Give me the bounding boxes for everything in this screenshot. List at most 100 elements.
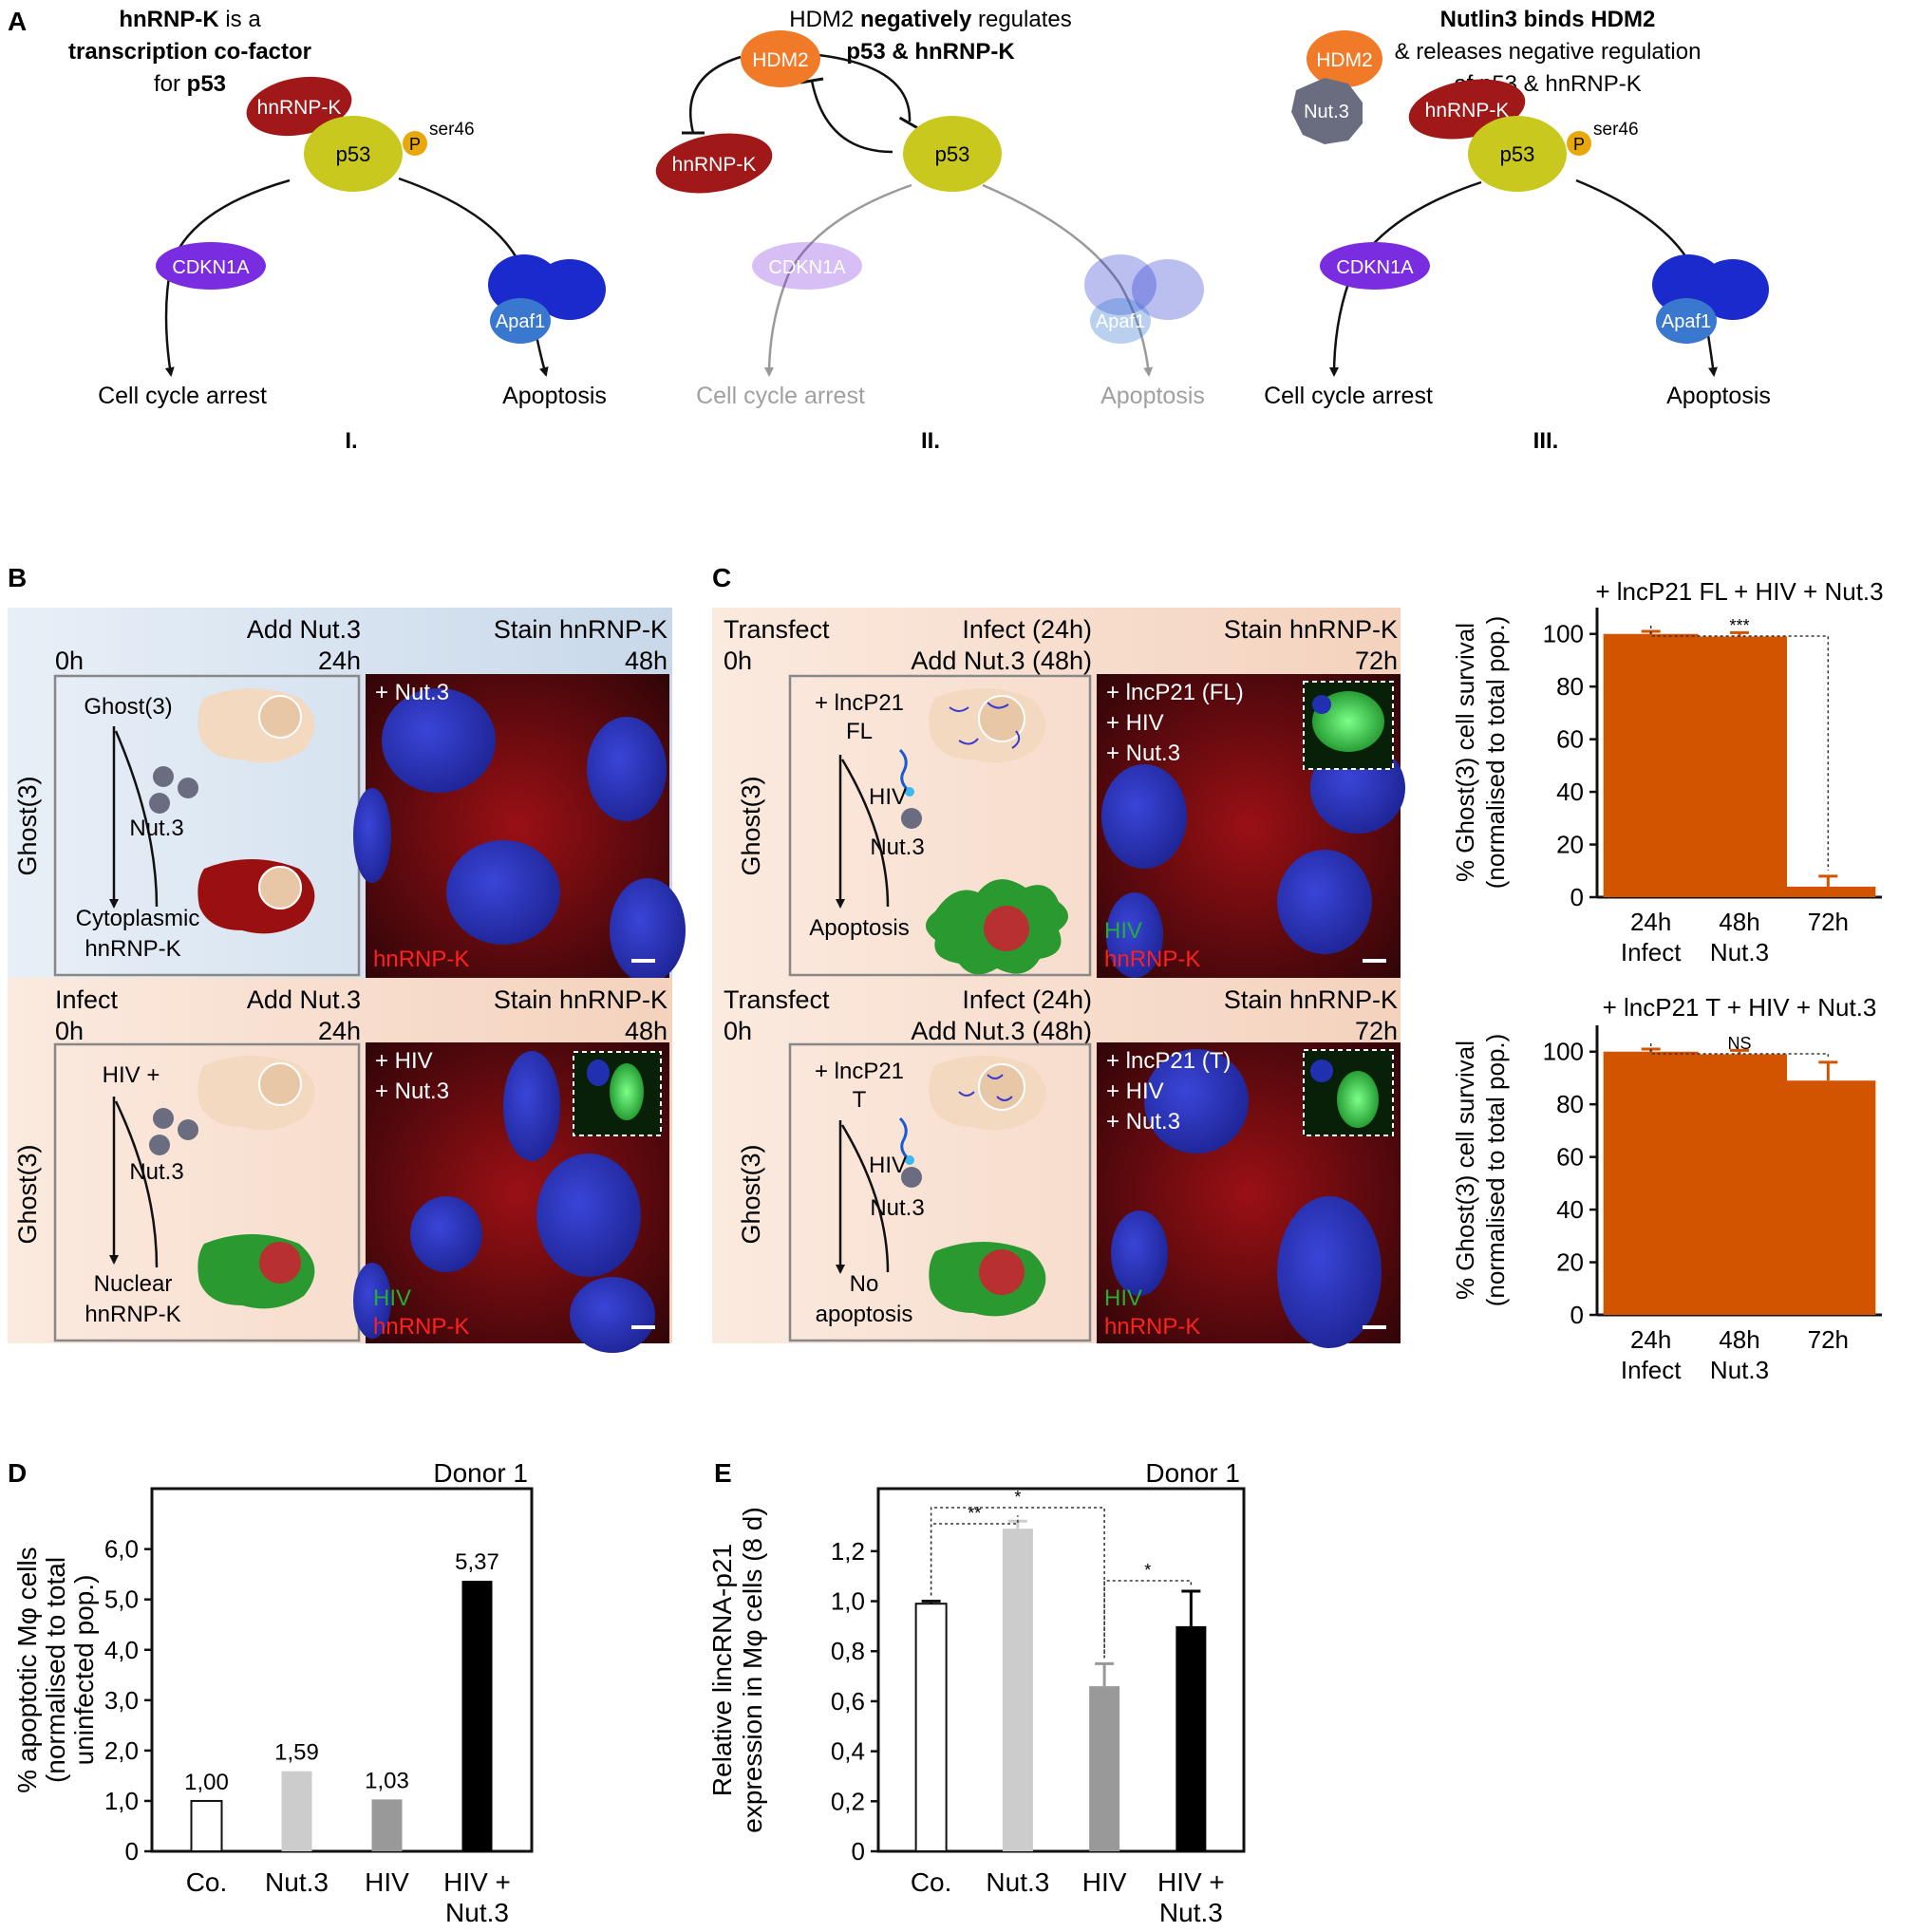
p53-label: p53 — [1500, 142, 1535, 166]
nucleus — [353, 788, 391, 883]
panel-b: B 0h Add Nut.3 24h Stain hnRNP-K 48h Gho… — [8, 563, 686, 1353]
cdkn1a-label: CDKN1A — [1336, 257, 1414, 278]
stain-label: Stain hnRNP-K — [494, 615, 668, 644]
panel-c-letter: C — [712, 563, 731, 592]
y-axis-label: % apoptotic Mφ cells — [12, 1547, 42, 1792]
apaf1-label: Apaf1 — [1096, 311, 1145, 332]
nucleus — [1277, 850, 1372, 954]
hnrnpk-protein — [246, 76, 352, 137]
significance-label: ** — [968, 1504, 981, 1523]
scheme-curve-arrow — [114, 730, 159, 908]
result-label-2: hnRNP-K — [85, 1302, 180, 1327]
apoptosis-chart: 0 1,0 2,0 3,0 4,0 5,0 6,0 Donor 1 D % apoptotic M… — [8, 1458, 534, 1927]
bar — [281, 1771, 312, 1851]
y-tick-label: 0,8 — [831, 1637, 865, 1665]
y-tick-label: 5,0 — [104, 1585, 139, 1614]
panel-letter: E — [714, 1458, 732, 1488]
panel-a-i-title-3-pre: for — [154, 71, 187, 97]
y-tick-label: 3,0 — [104, 1686, 139, 1715]
panel-a-iii-title-2: & releases negative regulation — [1395, 39, 1702, 65]
x-tick-label: 24h — [1630, 1325, 1671, 1354]
treatment-label: + Nut.3 — [375, 680, 449, 705]
add-nut3-label: Add Nut.3 — [247, 615, 361, 644]
inhibit-hdm2-hnrnpk — [688, 55, 742, 134]
bar — [1692, 636, 1787, 897]
arrow-ii-left — [764, 183, 912, 377]
nucleus-icon — [258, 866, 302, 910]
numeral-ii: II. — [921, 428, 940, 454]
treatment-label-2: + HIV — [1106, 710, 1164, 736]
panel-a-i-title-2: transcription co-factor — [68, 39, 311, 65]
inhibit-bar-2 — [898, 116, 921, 131]
panel-a-letter: A — [8, 7, 27, 36]
y-tick-label: 2,0 — [104, 1736, 139, 1765]
nucleus — [1101, 764, 1187, 869]
y-tick-label: 80 — [1556, 1090, 1584, 1118]
x-tick-label: HIV + — [1157, 1867, 1225, 1897]
x-tick-label: Nut.3 — [1710, 938, 1769, 966]
lncrna-icon — [958, 1074, 1013, 1101]
bar — [1603, 1051, 1699, 1315]
p53-label: p53 — [336, 142, 371, 166]
x-tick-label: 24h — [1630, 908, 1671, 936]
y-tick-label: 0 — [125, 1837, 139, 1866]
bar — [371, 1799, 403, 1851]
y-axis-label: uninfected pop.) — [69, 1575, 99, 1766]
x-tick-label: 72h — [1808, 908, 1849, 936]
infect-label: Infect (24h) — [962, 615, 1092, 644]
virus-label: HIV — [869, 1153, 907, 1178]
x-tick-label: HIV — [365, 1867, 409, 1897]
y-tick-label: 80 — [1556, 672, 1584, 701]
hnrnpk-label: hnRNP-K — [1425, 100, 1510, 122]
panel-b-letter: B — [8, 563, 27, 592]
panel-a-ii-title: HDM2 negatively regulates — [789, 7, 1071, 32]
phospho-label: P — [409, 135, 421, 154]
time-0h: 0h — [724, 1017, 752, 1045]
y-tick-label: 1,0 — [831, 1587, 865, 1616]
y-tick-label: 60 — [1556, 725, 1584, 754]
nucleus-icon — [978, 1063, 1025, 1111]
result-label: Nuclear — [94, 1271, 173, 1297]
x-tick-label: Nut.3 — [445, 1898, 509, 1927]
time-24h: 24h — [318, 1017, 361, 1045]
treatment-label-3: + Nut.3 — [1106, 1109, 1180, 1135]
bar — [1780, 1080, 1876, 1315]
y-axis-label: expression in Mφ cells (8 d) — [738, 1507, 767, 1832]
y-axis-label: (normalised to total pop.) — [1481, 616, 1510, 890]
nut3-molecule — [1291, 78, 1363, 144]
hdm2-protein — [1307, 30, 1382, 87]
hnrnpk-protein — [655, 133, 773, 194]
ser46-label: ser46 — [429, 120, 475, 140]
nucleus — [570, 1277, 655, 1353]
hiv-legend: HIV — [1104, 918, 1142, 944]
stain-legend: hnRNP-K — [373, 947, 469, 972]
data-label: 1,03 — [365, 1768, 409, 1793]
p53-protein — [304, 116, 403, 192]
significance-label: *** — [1729, 616, 1749, 635]
panel-a-ii-title-bold: negatively — [860, 7, 972, 32]
nut3-label: Nut.3 — [129, 816, 183, 841]
nucleus — [610, 878, 686, 983]
cell-cycle-arrest-label: Cell cycle arrest — [98, 383, 267, 409]
result-label-2: apoptosis — [816, 1302, 913, 1327]
significance-label: * — [1144, 1561, 1151, 1580]
panel-a-ii-title-pre: HDM2 — [789, 7, 860, 32]
nucleus — [410, 1196, 482, 1272]
nut3-molecule — [901, 808, 922, 829]
bar — [1089, 1686, 1120, 1851]
significance-bracket — [1649, 1042, 1830, 1057]
treatment-label-2: + HIV — [1106, 1079, 1164, 1104]
stain-legend: hnRNP-K — [373, 1314, 469, 1340]
nucleus — [1111, 1210, 1168, 1296]
nut3-label: Nut.3 — [129, 1159, 183, 1185]
apoptosis-label: Apoptosis — [1100, 383, 1205, 409]
lincrna-chart: 0 0,2 0,4 0,6 0,8 1,0 1,2 Donor 1 E Relative linc… — [707, 1458, 1246, 1927]
gfp-nucleus — [610, 1063, 644, 1120]
y-tick-label: 1,0 — [104, 1787, 139, 1815]
nucleus — [382, 688, 496, 793]
result-label-2: hnRNP-K — [85, 936, 180, 962]
nut3-label: Nut.3 — [870, 1195, 924, 1221]
chart-title: + lncP21 T + HIV + Nut.3 — [1603, 993, 1877, 1022]
infect-label: Infect (24h) — [962, 985, 1092, 1014]
bar — [1780, 886, 1876, 897]
